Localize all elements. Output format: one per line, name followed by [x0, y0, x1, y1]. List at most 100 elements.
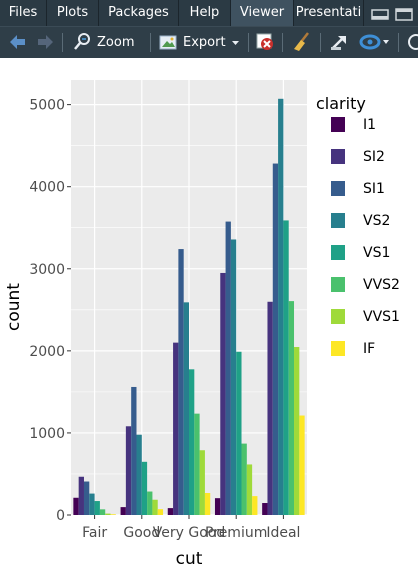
zoom-icon [74, 33, 90, 50]
bar-very-good-i1 [167, 508, 174, 515]
zoom-label: Zoom [97, 35, 135, 50]
bar-ideal-vvs1 [294, 346, 300, 515]
toolbar-divider [282, 33, 283, 52]
legend-key-si2 [331, 149, 345, 164]
bar-fair-vvs2 [99, 509, 106, 515]
toolbar-divider [150, 33, 151, 52]
bar-fair-vs2 [89, 493, 95, 515]
bar-fair-i1 [73, 497, 79, 515]
pane-tab-bar: Files Plots Packages Help Viewer Present… [0, 0, 418, 26]
bar-premium-vvs1 [246, 464, 253, 515]
maximize-icon [395, 8, 413, 21]
x-tick-label: Very Good [153, 525, 225, 541]
legend-label: SI1 [363, 181, 385, 197]
zoom-button[interactable]: Zoom [72, 27, 144, 58]
legend-key-vvs1 [331, 309, 345, 324]
legend-title: clarity [316, 94, 366, 113]
bar-premium-i1 [214, 498, 221, 515]
legend-key-si1 [331, 181, 345, 196]
y-tick-label: 2000 [29, 344, 65, 360]
y-tick-label: 0 [56, 508, 65, 524]
bar-premium-vvs2 [241, 443, 247, 515]
bar-premium-if [252, 496, 258, 515]
y-tick-label: 5000 [29, 98, 65, 114]
export-button[interactable]: Export [158, 27, 244, 58]
bar-ideal-si1 [272, 163, 279, 515]
legend-label: I1 [363, 117, 376, 133]
bar-good-vs2 [136, 434, 142, 515]
remove-plot-icon [256, 33, 273, 50]
refresh-button[interactable] [358, 27, 392, 58]
tab-plots[interactable]: Plots [47, 0, 99, 26]
tab-presentation[interactable]: Presentati [294, 0, 364, 26]
refresh-icon [359, 34, 389, 50]
bar-good-si2 [125, 426, 132, 515]
dropdown-caret-icon [232, 41, 239, 45]
bars [73, 98, 305, 515]
tab-files[interactable]: Files [0, 0, 47, 26]
bar-premium-vs1 [236, 351, 242, 515]
bar-premium-si1 [225, 221, 231, 515]
x-tick-label: Premium [205, 525, 267, 541]
bar-ideal-i1 [262, 503, 268, 515]
y-tick-label: 1000 [29, 426, 65, 442]
remove-plot-button[interactable] [254, 27, 276, 58]
export-label: Export [183, 35, 226, 50]
y-tick-label: 4000 [29, 180, 65, 196]
tab-viewer[interactable]: Viewer [231, 0, 294, 26]
bar-ideal-vvs2 [288, 301, 295, 515]
y-axis-title: count [4, 283, 24, 331]
bar-very-good-if [204, 493, 211, 515]
maximize-pane-button[interactable] [394, 6, 414, 21]
bar-fair-if [110, 514, 116, 515]
tab-packages[interactable]: Packages [99, 0, 179, 26]
bar-very-good-vvs1 [199, 450, 205, 515]
broom-icon [294, 32, 309, 51]
export-icon [159, 35, 177, 50]
forward-button[interactable] [34, 27, 56, 58]
bar-fair-vvs1 [105, 513, 111, 515]
back-button[interactable] [6, 27, 28, 58]
bar-very-good-si1 [178, 249, 184, 515]
legend-key-if [331, 341, 345, 356]
clear-all-plots-button[interactable] [290, 27, 314, 58]
back-arrow-icon [10, 35, 25, 49]
bar-ideal-si2 [267, 301, 273, 515]
x-tick-label: Fair [82, 525, 107, 541]
forward-arrow-icon [38, 35, 53, 49]
y-axis: 0 1000 2000 3000 4000 5000 [29, 98, 71, 524]
bar-fair-si1 [83, 481, 90, 515]
toolbar-divider [248, 33, 249, 52]
overflow-icon[interactable] [406, 27, 418, 58]
bar-very-good-vvs2 [194, 413, 200, 515]
toolbar-divider [398, 33, 399, 52]
x-tick-label: Ideal [266, 525, 300, 541]
legend-label: VVS2 [363, 277, 400, 293]
viewer-toolbar: Zoom Export [0, 26, 418, 58]
toolbar-divider [62, 33, 63, 52]
legend-key-vs2 [331, 213, 345, 228]
x-tick-label: Good [123, 525, 160, 541]
minimize-icon [371, 9, 389, 20]
bar-good-si1 [131, 386, 137, 515]
bar-good-vvs2 [147, 491, 153, 515]
legend-key-vs1 [331, 245, 345, 260]
bar-premium-vs2 [230, 239, 237, 515]
legend-label: SI2 [363, 149, 385, 165]
tab-help[interactable]: Help [179, 0, 231, 26]
legend-key-i1 [331, 117, 345, 132]
publish-button[interactable] [328, 27, 350, 58]
legend-label: VVS1 [363, 309, 400, 325]
bar-good-vvs1 [152, 499, 158, 515]
bar-good-i1 [120, 507, 126, 515]
bar-good-vs1 [141, 461, 148, 515]
legend-key-vvs2 [331, 277, 345, 292]
bar-ideal-vs1 [283, 220, 289, 515]
legend-label: IF [363, 341, 375, 357]
publish-icon [331, 36, 346, 50]
legend-label: VS2 [363, 213, 390, 229]
minimize-pane-button[interactable] [370, 6, 390, 20]
toolbar-divider [320, 33, 321, 52]
